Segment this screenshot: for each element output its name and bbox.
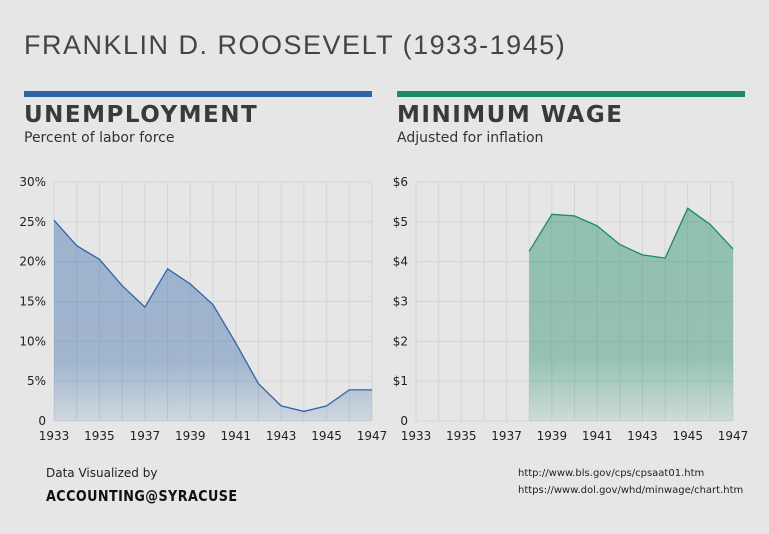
minimum-wage-xtick-label: 1933 [401,429,432,443]
unemployment-xtick-label: 1935 [84,429,115,443]
unemployment-xtick-label: 1933 [39,429,70,443]
unemployment-ytick-label: 10% [19,334,46,348]
unemployment-ytick-label: 15% [19,295,46,309]
minimum-wage-line [528,207,734,259]
unemployment-area [54,220,372,421]
source-link-dol[interactable]: https://www.dol.gov/whd/minwage/chart.ht… [518,485,744,496]
minimum-wage-ytick-label: $3 [393,295,408,309]
source-link-bls[interactable]: http://www.bls.gov/cps/cpsaat01.htm [518,468,705,479]
minimum-wage-ytick-label: $4 [393,255,408,269]
unemployment-xtick-label: 1941 [220,429,251,443]
minimum-wage-ytick-label: $6 [393,175,408,189]
minimum-wage-ytick-label: 0 [400,414,408,428]
unemployment-xtick-label: 1945 [311,429,342,443]
unemployment-ytick-label: 5% [27,374,46,388]
page-title: FRANKLIN D. ROOSEVELT (1933-1945) [24,30,567,60]
unemployment-xtick-label: 1937 [130,429,161,443]
minimum-wage-xtick-label: 1943 [627,429,658,443]
minimum-wage-xtick-label: 1939 [537,429,568,443]
minimum-wage-xtick-label: 1937 [491,429,522,443]
unemployment-accent-bar [24,91,372,97]
unemployment-subtitle: Percent of labor force [24,130,175,146]
minimum-wage-ytick-label: $1 [393,374,408,388]
unemployment-xtick-label: 1939 [175,429,206,443]
brand-logo: ACCOUNTING@SYRACUSE [46,487,238,505]
minimum-wage-accent-bar [397,91,745,97]
unemployment-xtick-label: 1943 [266,429,297,443]
minimum-wage-xtick-label: 1941 [582,429,613,443]
minimum-wage-subtitle: Adjusted for inflation [397,130,544,146]
minimum-wage-xtick-label: 1935 [446,429,477,443]
minimum-wage-xtick-label: 1947 [718,429,749,443]
unemployment-ytick-label: 25% [19,215,46,229]
credit-label: Data Visualized by [46,466,158,480]
minimum-wage-area [529,208,733,421]
minimum-wage-ytick-label: $2 [393,334,408,348]
minimum-wage-xtick-label: 1945 [672,429,703,443]
minimum-wage-ytick-label: $5 [393,215,408,229]
unemployment-ytick-label: 0 [38,414,46,428]
unemployment-ytick-label: 30% [19,175,46,189]
unemployment-ytick-label: 20% [19,255,46,269]
unemployment-title: UNEMPLOYMENT [24,102,259,128]
unemployment-xtick-label: 1947 [357,429,388,443]
minimum-wage-title: MINIMUM WAGE [397,102,624,128]
